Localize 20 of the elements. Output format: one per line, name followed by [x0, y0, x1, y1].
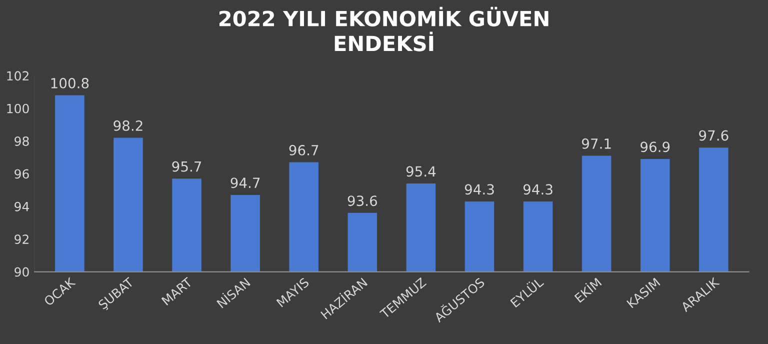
data-label: 95.7 [172, 161, 202, 172]
y-tick-label: 96 [14, 169, 29, 179]
data-label: 94.3 [464, 184, 494, 195]
data-label: 98.2 [114, 120, 142, 131]
y-tick-label: 100 [7, 104, 29, 114]
data-label: 100.8 [51, 78, 89, 88]
data-label: 96.7 [289, 144, 318, 156]
chart-title: 2022 YILI EKONOMİK GÜVEN ENDEKSİ [219, 6, 548, 52]
y-tick-label: 98 [14, 136, 29, 146]
data-label: 95.4 [406, 166, 436, 177]
y-tick-label: 94 [14, 202, 29, 212]
y-tick-label: 102 [7, 71, 28, 81]
data-label: 97.6 [699, 130, 728, 141]
data-label: 93.6 [348, 196, 377, 206]
data-label: 97.1 [582, 138, 611, 149]
y-tick-label: 92 [14, 234, 28, 244]
y-tick-label: 90 [14, 267, 29, 277]
data-label: 94.7 [230, 178, 260, 188]
data-label: 96.9 [640, 142, 670, 152]
data-label: 94.3 [523, 184, 552, 195]
